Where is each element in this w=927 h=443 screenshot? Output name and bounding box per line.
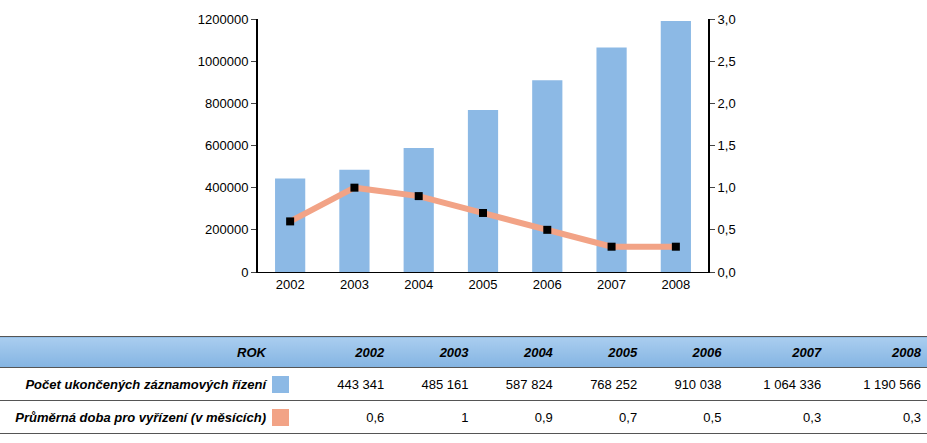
svg-text:1,5: 1,5	[718, 138, 736, 153]
html-text:0,6: 0,6	[366, 409, 385, 425]
svg-text:3,0: 3,0	[718, 12, 736, 27]
html-text:2005: 2005	[608, 344, 638, 360]
html-text:910 038: 910 038	[674, 376, 722, 392]
svg-text:1,0: 1,0	[718, 180, 736, 195]
svg-text:2002: 2002	[276, 277, 305, 292]
svg-text:0,0: 0,0	[718, 265, 736, 280]
svg-text:2006: 2006	[533, 277, 562, 292]
html-text:Průměrná doba pro vyřízení (v: Průměrná doba pro vyřízení (v měsících)	[15, 409, 266, 425]
html-text:768 252: 768 252	[590, 376, 638, 392]
html-text:0,9: 0,9	[534, 409, 553, 425]
svg-text:2003: 2003	[340, 277, 369, 292]
svg-text:2005: 2005	[469, 277, 498, 292]
html-text:0,3: 0,3	[803, 409, 822, 425]
html-text:1 190 566: 1 190 566	[863, 376, 921, 392]
html-text:0,3: 0,3	[902, 409, 921, 425]
svg-text:2,0: 2,0	[718, 96, 736, 111]
svg-text:2008: 2008	[661, 277, 690, 292]
html-text:Počet ukončených záznamových ř: Počet ukončených záznamových řízení	[25, 376, 266, 392]
html-text:2008: 2008	[892, 344, 921, 360]
svg-text:0,5: 0,5	[718, 222, 736, 237]
html-text:ROK: ROK	[237, 344, 266, 360]
html-text:485 161: 485 161	[421, 376, 469, 392]
html-text:2007: 2007	[792, 344, 822, 360]
svg-text:600000: 600000	[205, 138, 248, 153]
html-text:1 064 336: 1 064 336	[763, 376, 822, 392]
html-text:2006: 2006	[692, 344, 722, 360]
html-text:587 824: 587 824	[505, 376, 553, 392]
svg-text:2004: 2004	[404, 277, 433, 292]
svg-text:0: 0	[241, 265, 248, 280]
svg-text:2,5: 2,5	[718, 54, 736, 69]
svg-text:2007: 2007	[597, 277, 626, 292]
html-text:443 341: 443 341	[337, 376, 385, 392]
html-text:2002: 2002	[355, 344, 385, 360]
svg-text:800000: 800000	[205, 96, 248, 111]
html-text:0,7: 0,7	[619, 409, 638, 425]
svg-text:400000: 400000	[205, 180, 248, 195]
html-text:0,5: 0,5	[703, 409, 722, 425]
svg-text:200000: 200000	[205, 222, 248, 237]
html-text:1: 1	[461, 409, 469, 425]
html-text:2003: 2003	[439, 344, 469, 360]
svg-text:1200000: 1200000	[198, 12, 249, 27]
svg-text:1000000: 1000000	[198, 54, 249, 69]
html-text:2004: 2004	[523, 344, 553, 360]
